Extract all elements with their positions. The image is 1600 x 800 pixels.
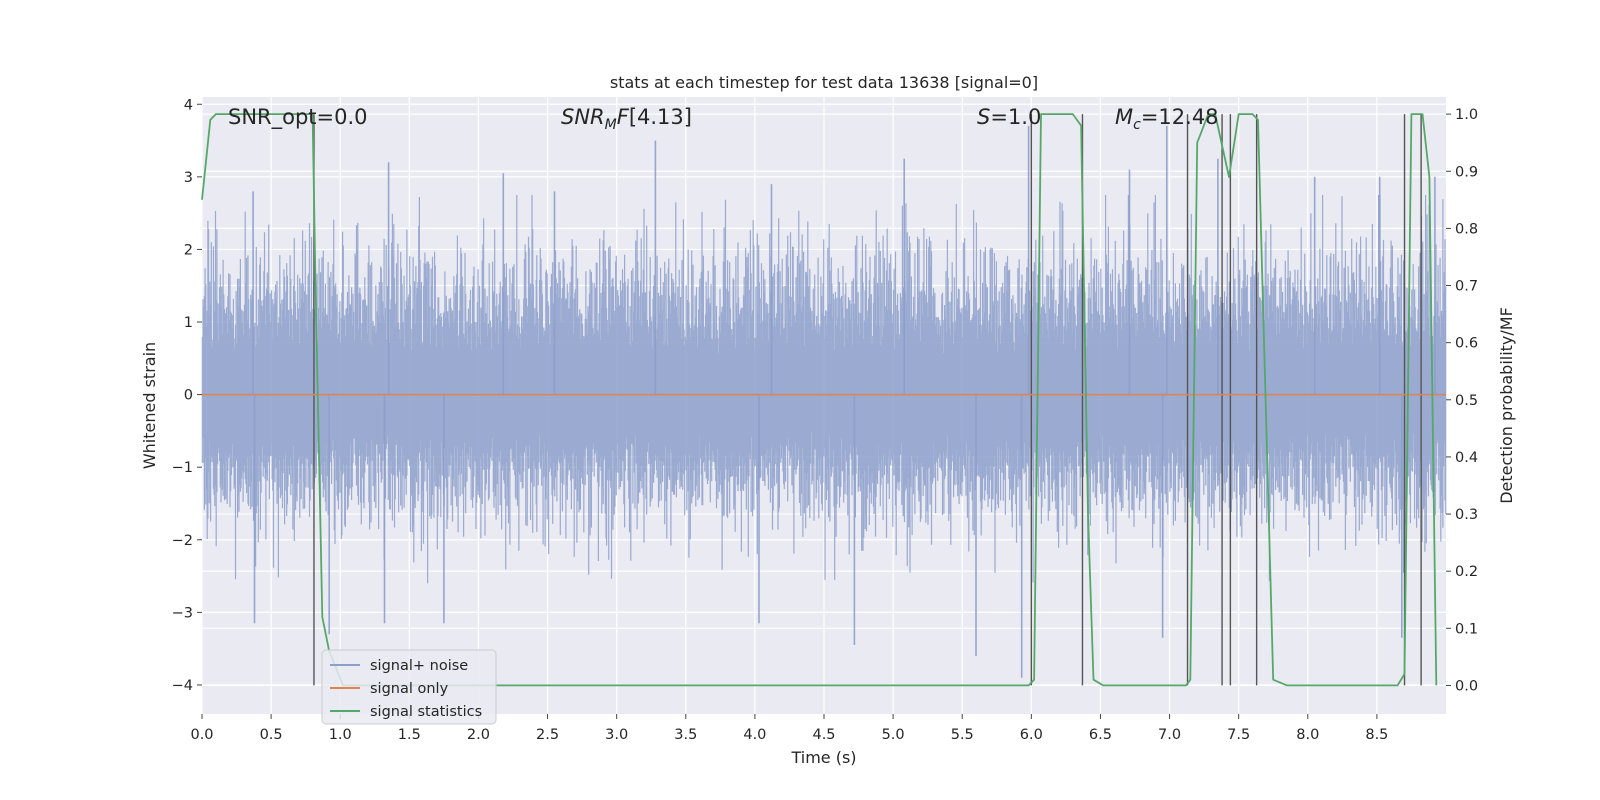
y-tick-label: −1 [172,460,193,476]
y2-tick-label: 0.8 [1455,221,1478,237]
x-tick-label: 0.0 [190,727,213,743]
y-tick-label: 4 [184,97,193,113]
noise-extrema [252,126,1436,678]
y2-tick-label: 0.1 [1455,621,1478,637]
y2-tick-label: 0.3 [1455,507,1478,523]
annotation-s-stat: S=1.0 [977,105,1041,129]
annotation-snr-opt: SNR_opt=0.0 [228,105,368,130]
y2-tick-label: 0.7 [1455,279,1478,295]
y2-tick-label: 0.6 [1455,336,1478,352]
x-tick-label: 7.0 [1158,727,1181,743]
y-tick-label: −4 [172,678,193,694]
annotation-chirp-mass-value: =12.48 [1141,105,1219,129]
y-tick-label: −3 [172,605,193,621]
y2-tick-label: 0.2 [1455,564,1478,580]
x-tick-label: 2.5 [536,727,559,743]
y-tick-label: −2 [172,533,193,549]
x-tick-label: 0.5 [260,727,283,743]
series-signal-noise [201,126,1447,678]
legend-label: signal+ noise [370,658,468,674]
x-tick-label: 5.5 [951,727,974,743]
annotation-chirp-mass: Mc=12.48 [1115,105,1219,133]
chart-title: stats at each timestep for test data 136… [610,73,1038,92]
x-tick-label: 4.0 [743,727,766,743]
annotation-snr-mf: SNRMF[4.13] [561,105,692,133]
series-signal-statistics [201,113,1438,687]
vertical-markers [313,114,1422,686]
y2-tick-label: 0.4 [1455,450,1478,466]
x-tick-label: 1.0 [329,727,352,743]
series-lines [201,113,1446,687]
y2-tick-label: 0.9 [1455,164,1478,180]
x-tick-label: 7.5 [1227,727,1250,743]
x-tick-label: 3.0 [605,727,628,743]
y2-axis-label: Detection probability/MF [1497,307,1516,504]
x-tick-label: 1.5 [398,727,421,743]
x-tick-label: 3.5 [674,727,697,743]
x-tick-label: 8.0 [1296,727,1319,743]
x-axis-label: Time (s) [790,748,856,767]
x-tick-label: 4.5 [812,727,835,743]
legend-label: signal only [370,681,449,697]
y-tick-label: 2 [184,242,193,258]
x-tick-label: 2.0 [467,727,490,743]
x-tick-label: 6.5 [1089,727,1112,743]
legend: signal+ noise signal only signal statistic… [321,649,497,725]
x-tick-label: 5.0 [882,727,905,743]
y-axis-label: Whitened strain [140,342,159,469]
y-tick-label: 1 [184,315,193,331]
x-tick-label: 8.5 [1365,727,1388,743]
y2-tick-label: 0.0 [1455,678,1478,694]
y2-tick-label: 1.0 [1455,107,1478,123]
x-tick-label: 6.0 [1020,727,1043,743]
legend-label: signal statistics [370,704,482,720]
legend-box [321,649,497,725]
y-tick-label: 3 [184,170,193,186]
annotation-s-stat-value: =1.0 [990,105,1041,129]
annotation-snr-mf-value: [4.13] [629,105,692,129]
y2-tick-label: 0.5 [1455,393,1478,409]
y-tick-label: 0 [184,388,193,404]
